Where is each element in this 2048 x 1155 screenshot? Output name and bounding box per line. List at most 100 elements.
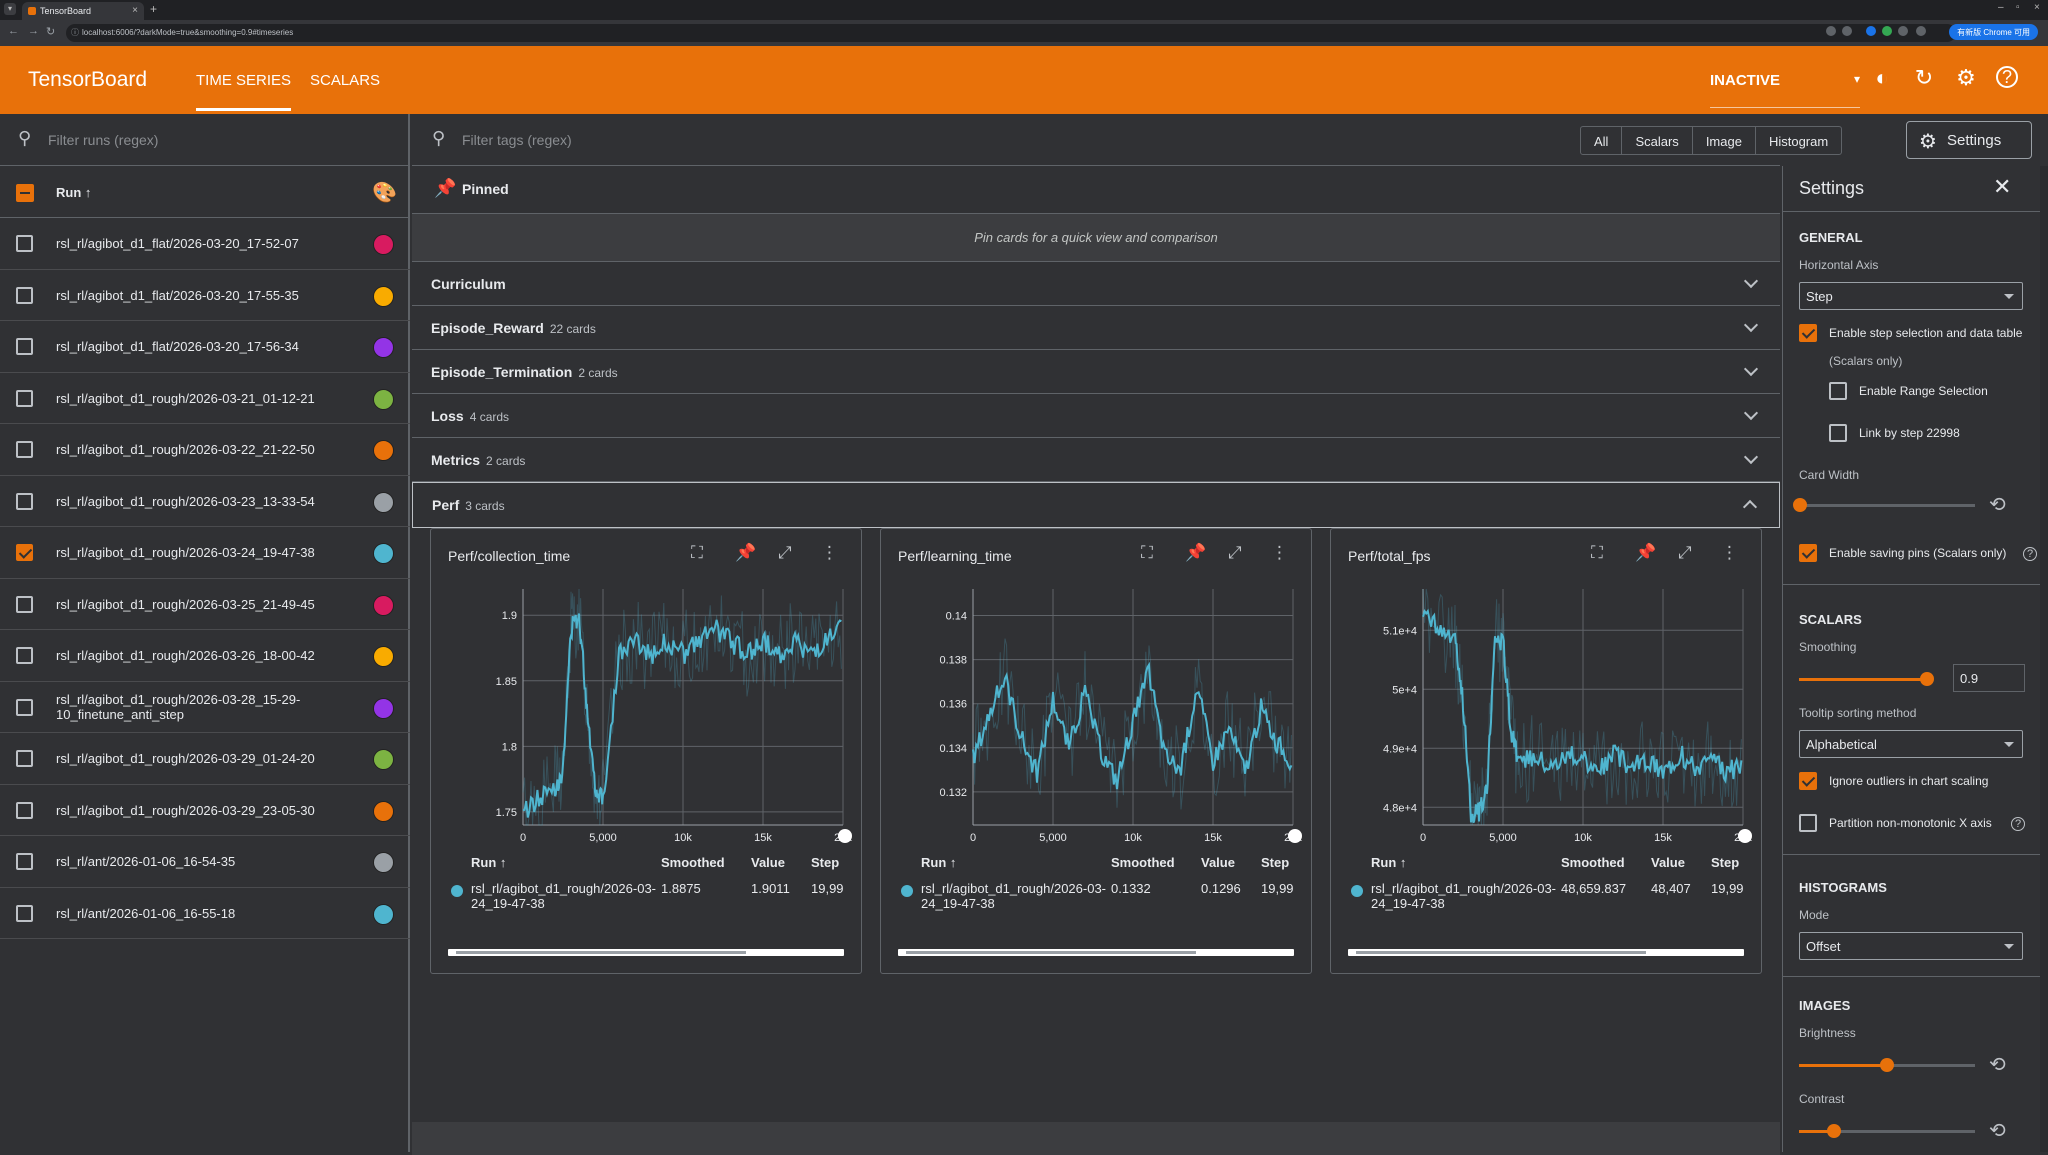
run-checkbox[interactable] (16, 595, 33, 613)
site-info-icon[interactable]: ⓘ (71, 28, 79, 37)
run-color-swatch[interactable] (373, 388, 394, 410)
filter-histogram-button[interactable]: Histogram (1768, 134, 1829, 149)
ignore-outliers-checkbox[interactable] (1799, 772, 1817, 790)
settings-gear-icon[interactable]: ⚙ (1956, 65, 1976, 90)
group-header-episode-termination[interactable]: Episode_Termination 2 cards (412, 350, 1780, 394)
tab-scalars[interactable]: SCALARS (310, 72, 381, 89)
close-tab-icon[interactable]: × (132, 5, 138, 16)
step-selector-handle[interactable] (838, 829, 852, 843)
partition-non-monotonic-checkbox[interactable] (1799, 814, 1817, 832)
run-checkbox[interactable] (16, 338, 33, 355)
scrollbar-thumb[interactable] (456, 951, 746, 954)
refresh-icon[interactable]: ↻ (1914, 65, 1934, 90)
smoothing-slider[interactable] (1799, 672, 1934, 686)
close-window-icon[interactable]: × (2034, 2, 2040, 13)
pin-icon[interactable]: 📌 (735, 543, 757, 562)
run-row[interactable]: rsl_rl/ant/2026-01-06_16-55-18 (0, 888, 410, 939)
settings-button[interactable]: ⚙ Settings (1906, 121, 2032, 159)
filter-all-button[interactable]: All (1581, 127, 1623, 154)
enable-saving-pins-checkbox[interactable] (1799, 544, 1817, 562)
filter-image-button[interactable]: Image (1693, 127, 1756, 154)
run-color-swatch[interactable] (373, 491, 394, 513)
table-header[interactable]: Run ↑ (471, 855, 507, 870)
run-row[interactable]: rsl_rl/agibot_d1_flat/2026-03-20_17-52-0… (0, 218, 410, 270)
url-input[interactable]: ⓘ localhost:6006/?darkMode=true&smoothin… (66, 24, 1956, 42)
reset-contrast-icon[interactable]: ⟲ (1989, 1120, 2006, 1142)
run-color-swatch[interactable] (373, 594, 394, 616)
profile-icon[interactable] (1916, 26, 1926, 36)
tab-search-button[interactable]: ▾ (4, 3, 16, 15)
extension-green-icon[interactable] (1882, 26, 1892, 36)
run-row[interactable]: rsl_rl/agibot_d1_rough/2026-03-28_15-29-… (0, 682, 410, 733)
chevron-down-icon[interactable] (1743, 273, 1759, 289)
scrollbar-thumb[interactable] (906, 951, 1196, 954)
reload-icon[interactable]: ↻ (46, 26, 56, 38)
filter-scalars-button[interactable]: Scalars (1622, 127, 1693, 154)
brightness-slider-knob[interactable] (1880, 1058, 1894, 1072)
help-icon[interactable]: ? (2011, 817, 2025, 831)
run-color-swatch[interactable] (373, 749, 394, 770)
browser-tab[interactable]: TensorBoard × (22, 2, 144, 20)
run-checkbox[interactable] (16, 904, 33, 922)
run-color-swatch[interactable] (373, 234, 394, 255)
run-color-swatch[interactable] (373, 697, 394, 719)
run-column-header[interactable]: Run ↑ (56, 185, 92, 200)
line-chart[interactable]: 05,00010k15k20k4.8e+44.9e+45e+45.1e+4 (1331, 575, 1763, 855)
back-icon[interactable]: ← (8, 25, 19, 37)
group-header-curriculum[interactable]: Curriculum (412, 262, 1780, 306)
fullscreen-icon[interactable]: ⤢ (778, 543, 792, 562)
more-menu-icon[interactable]: ⋮ (1271, 543, 1288, 562)
more-menu-icon[interactable]: ⋮ (821, 543, 838, 562)
table-header[interactable]: Value (751, 855, 785, 870)
enable-step-selection-checkbox[interactable] (1799, 324, 1817, 342)
run-row[interactable]: rsl_rl/agibot_d1_rough/2026-03-29_23-05-… (0, 785, 410, 836)
table-horizontal-scrollbar[interactable] (898, 949, 1294, 956)
contrast-slider[interactable] (1799, 1124, 1975, 1138)
run-checkbox[interactable] (16, 389, 33, 407)
table-header[interactable]: Step (1711, 855, 1740, 870)
tab-time-series[interactable]: TIME SERIES (196, 72, 292, 111)
card-width-slider-knob[interactable] (1793, 498, 1807, 512)
bookmark-star-icon[interactable] (1842, 26, 1852, 36)
run-color-swatch[interactable] (373, 800, 394, 822)
fit-domain-icon[interactable]: ⛶ (1141, 543, 1153, 562)
run-row[interactable]: rsl_rl/ant/2026-01-06_16-54-35 (0, 836, 410, 888)
table-horizontal-scrollbar[interactable] (448, 949, 844, 956)
line-chart[interactable]: 05,00010k15k20k1.751.81.851.9 (431, 575, 863, 855)
chevron-down-icon[interactable] (1743, 317, 1759, 333)
run-checkbox[interactable] (16, 544, 33, 561)
run-checkbox[interactable] (16, 441, 33, 458)
run-color-swatch[interactable] (373, 337, 394, 358)
help-icon[interactable]: ? (1996, 66, 2018, 88)
histogram-mode-select[interactable]: Offset (1799, 932, 2023, 960)
table-header[interactable]: Smoothed (661, 855, 725, 870)
more-menu-icon[interactable]: ⋮ (1721, 543, 1738, 562)
minimize-icon[interactable]: – (1998, 2, 2004, 13)
plugin-selector-dropdown[interactable]: INACTIVE ▾ (1710, 72, 1860, 108)
pin-icon[interactable]: 📌 (1185, 543, 1207, 562)
enable-range-selection-checkbox[interactable] (1829, 382, 1847, 400)
chevron-down-icon[interactable] (1743, 361, 1759, 377)
tooltip-sorting-select[interactable]: Alphabetical (1799, 730, 2023, 758)
chevron-down-icon[interactable] (1743, 449, 1759, 465)
chevron-down-icon[interactable] (1743, 405, 1759, 421)
select-all-checkbox[interactable] (16, 184, 34, 202)
palette-icon[interactable]: 🎨 (372, 182, 397, 204)
run-checkbox[interactable] (16, 853, 33, 870)
reset-brightness-icon[interactable]: ⟲ (1989, 1054, 2006, 1076)
table-header[interactable]: Step (811, 855, 840, 870)
brightness-slider[interactable] (1799, 1058, 1975, 1072)
run-row[interactable]: rsl_rl/agibot_d1_rough/2026-03-22_21-22-… (0, 424, 410, 476)
run-color-swatch[interactable] (373, 440, 394, 461)
group-header-perf[interactable]: Perf 3 cards (412, 482, 1780, 528)
tag-filter-placeholder[interactable]: Filter tags (regex) (462, 132, 572, 148)
run-checkbox[interactable] (16, 286, 33, 304)
new-tab-icon[interactable]: + (150, 2, 158, 16)
close-settings-icon[interactable]: ✕ (1993, 174, 2012, 199)
extension-icon[interactable] (1826, 26, 1836, 36)
contrast-slider-knob[interactable] (1827, 1124, 1841, 1138)
table-header[interactable]: Smoothed (1111, 855, 1175, 870)
group-header-loss[interactable]: Loss 4 cards (412, 394, 1780, 438)
fullscreen-icon[interactable]: ⤢ (1228, 543, 1242, 562)
